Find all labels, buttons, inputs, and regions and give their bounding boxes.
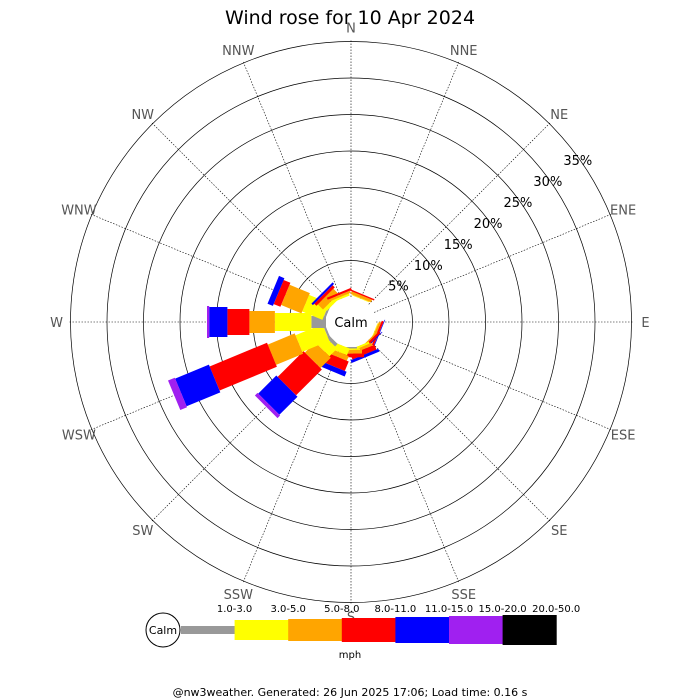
legend-label-11.0-15.0: 11.0-15.0 [425,604,473,615]
bar-wsw-1.0-3.0 [323,326,331,338]
calm-center: Calm [326,297,376,347]
bar-sse-11.0-15.0 [350,348,380,363]
spoke-ssw [242,344,342,584]
legend-swatch-5.0-8.0 [288,619,343,641]
legend-calm-label: Calm [149,624,177,637]
grid-circle-25 [143,114,559,530]
bar-nw-11.0-15.0 [311,282,335,306]
direction-labels: NNNENEENEEESESESSESSSWSWWSWWWNWNWNNW [50,22,650,626]
radial-tick-30: 30% [533,175,562,190]
bar-wnw-11.0-15.0 [267,275,285,306]
grid-circle-20 [179,150,523,494]
bar-wsw-5.0-8.0 [267,333,304,365]
bar-w-8.0-11.0 [227,309,250,335]
bar-wnw-5.0-8.0 [281,284,310,314]
legend-calm-circle [145,612,181,648]
bar-sw-15.0-20.0 [254,392,281,419]
bar-nne-8.0-11.0 [350,289,375,301]
footer-text: @nw3weather. Generated: 26 Jun 2025 17:0… [173,686,528,699]
direction-label-ene: ENE [610,203,636,218]
spoke-nnw [242,60,342,300]
direction-label-sse: SSE [451,588,476,603]
spoke-se [368,339,551,522]
legend-label-20.0-50.0: 20.0-50.0 [532,604,580,615]
direction-label-nw: NW [131,108,154,123]
spoke-ne [368,122,551,305]
spoke-nw [151,122,334,305]
bar-wsw-3.0-5.0 [295,324,330,352]
direction-label-sw: SW [132,524,153,539]
bar-nnw-5.0-8.0 [329,290,351,302]
bar-w-5.0-8.0 [249,311,275,333]
bar-wnw-8.0-11.0 [273,280,291,307]
bar-wsw-8.0-11.0 [209,342,277,391]
radial-tick-labels: 5% 10%15%20%25%30%35% [388,154,592,295]
radial-tick-10: 10% [414,259,443,274]
legend-label-15.0-20.0: 15.0-20.0 [479,604,527,615]
chart-title: Wind rose for 10 Apr 2024 [225,7,475,29]
direction-label-nnw: NNW [222,44,254,59]
direction-label-n: N [346,22,356,37]
radial-tick-25: 25% [504,196,533,211]
bar-sw-1.0-3.0 [326,335,338,347]
direction-label-wsw: WSW [62,429,96,444]
radial-tick-20: 20% [474,217,503,232]
bar-wsw-15.0-20.0 [168,377,187,410]
bar-ssw-11.0-15.0 [317,360,347,377]
legend-swatch-8.0-11.0 [341,618,396,642]
legend-unit: mph [339,650,361,661]
calm-circle [326,297,376,347]
bar-nw-8.0-11.0 [314,285,335,306]
bar-nnw-3.0-5.0 [332,293,350,303]
legend-swatch-11.0-15.0 [395,617,450,643]
direction-label-w: W [50,316,63,331]
legend-swatch-3.0-5.0 [234,620,289,640]
direction-label-e: E [641,316,649,331]
bar-w-15.0-20.0 [207,306,210,338]
direction-label-wnw: WNW [61,203,97,218]
direction-label-ese: ESE [611,429,636,444]
bar-nnw-8.0-11.0 [326,287,352,300]
legend-swatch-20.0-50.0 [502,615,557,645]
wind-bars [168,275,386,419]
bar-sw-11.0-15.0 [258,375,298,415]
bar-w-11.0-15.0 [209,307,228,337]
legend-label-5.0-8.0: 5.0-8.0 [324,604,359,615]
speed-legend: Calm 1.0-3.0 3.0-5.0 5.0-8.0 8.0-11.0 11.0-15… [145,604,580,661]
direction-label-ssw: SSW [224,588,254,603]
bar-nne-5.0-8.0 [350,291,373,303]
legend-swatch-1.0-3.0 [181,626,236,634]
legend-label-3.0-5.0: 3.0-5.0 [270,604,305,615]
bar-wsw-11.0-15.0 [175,364,221,407]
radial-tick-15: 15% [444,238,473,253]
calm-label: Calm [334,316,367,331]
spoke-ese [373,331,613,431]
radial-tick-5: 5% [388,280,409,295]
direction-label-nne: NNE [450,44,478,59]
radial-tick-35: 35% [563,154,592,169]
bar-nne-3.0-5.0 [352,294,370,303]
direction-label-ne: NE [550,108,568,123]
legend-swatch-15.0-20.0 [449,616,504,644]
bar-sw-8.0-11.0 [277,351,322,396]
legend-label-1.0-3.0: 1.0-3.0 [217,604,252,615]
spoke-sse [360,344,460,584]
polar-grid [68,39,634,605]
bar-w-3.0-5.0 [274,313,312,331]
direction-label-se: SE [551,524,567,539]
legend-label-8.0-11.0: 8.0-11.0 [375,604,417,615]
spoke-nne [360,60,460,300]
spoke-ene [373,213,613,313]
bar-sw-5.0-8.0 [304,342,331,369]
